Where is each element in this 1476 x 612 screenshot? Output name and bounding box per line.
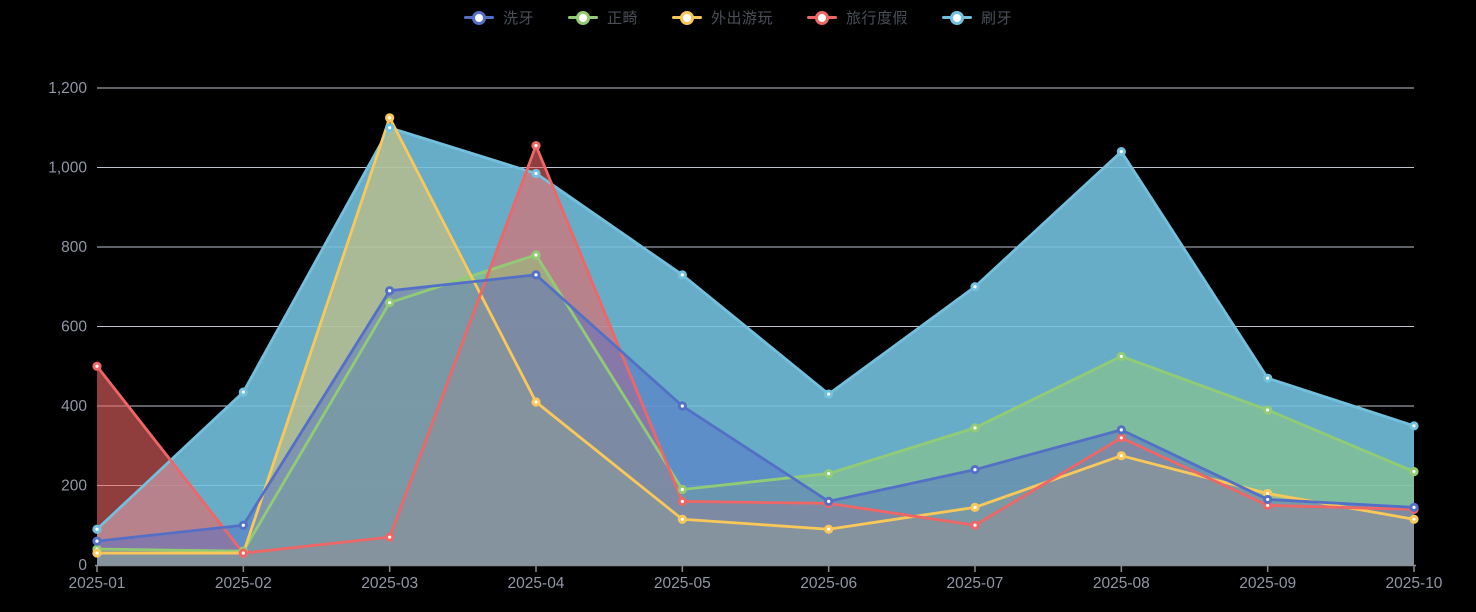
data-point-marker-center: [827, 471, 831, 476]
data-point-marker-center: [1412, 517, 1416, 521]
legend-item-0[interactable]: 洗牙: [463, 7, 534, 28]
legend-item-label: 旅行度假: [846, 10, 909, 27]
legend-item-3[interactable]: 旅行度假: [807, 7, 908, 28]
y-axis-label: 600: [61, 319, 87, 336]
x-axis-label: 2025-05: [654, 575, 711, 592]
x-axis-label: 2025-07: [947, 575, 1004, 592]
data-point-marker-center: [388, 535, 392, 539]
legend-item-1[interactable]: 正畸: [567, 7, 638, 28]
data-point-marker-center: [1119, 150, 1123, 154]
legend-marker-icon: [567, 10, 598, 25]
series-line-2: [97, 116, 1415, 555]
legend-marker-icon: [463, 10, 494, 25]
data-point-marker-center: [827, 392, 831, 396]
x-axis-label: 2025-08: [1093, 575, 1150, 592]
data-point-marker-center: [388, 301, 392, 305]
legend-item-label: 正畸: [606, 10, 638, 27]
data-point-marker-center: [680, 404, 684, 408]
legend-marker-icon: [671, 10, 702, 25]
x-axis-label: 2025-01: [69, 575, 126, 592]
data-point-marker-center: [95, 539, 99, 543]
data-point-marker-center: [1412, 424, 1416, 428]
data-point-marker-center: [534, 171, 538, 176]
legend: 洗牙 正畸 外出游玩 旅行度假 刷牙: [0, 7, 1476, 28]
x-axis-label: 2025-04: [508, 575, 565, 592]
data-point-marker-center: [1119, 436, 1123, 440]
data-point-marker-center: [241, 390, 245, 394]
legend-item-2[interactable]: 外出游玩: [671, 7, 773, 28]
data-point-marker-center: [973, 523, 977, 527]
data-point-marker-center: [1266, 503, 1270, 507]
y-axis-label: 800: [61, 239, 87, 256]
series-area-0: [97, 274, 1414, 565]
series-line-4: [96, 126, 1415, 531]
data-point-marker-center: [827, 499, 831, 503]
legend-marker-icon: [807, 10, 837, 25]
data-point-marker-center: [388, 289, 392, 293]
data-point-marker-center: [534, 144, 538, 148]
y-axis-label: 0: [78, 557, 87, 574]
x-axis-label: 2025-10: [1386, 575, 1443, 592]
y-axis-label: 200: [61, 478, 87, 495]
data-point-marker-center: [973, 426, 977, 430]
data-point-marker-center: [1266, 376, 1270, 380]
y-axis-label: 1,200: [48, 80, 87, 97]
series-line-3: [95, 144, 1415, 555]
data-point-marker-center: [241, 551, 245, 555]
series-line-0: [96, 273, 1415, 543]
data-point-marker-center: [680, 273, 684, 277]
data-point-marker-center: [1119, 454, 1123, 458]
legend-marker-icon: [942, 10, 973, 25]
data-point-marker-center: [241, 523, 245, 527]
data-point-marker-center: [1266, 408, 1270, 412]
data-point-marker-center: [388, 126, 392, 130]
x-axis-label: 2025-02: [215, 575, 272, 592]
data-point-marker-center: [1266, 497, 1270, 502]
legend-item-label: 外出游玩: [710, 10, 773, 27]
x-axis-label: 2025-03: [361, 575, 418, 592]
data-point-marker-center: [1412, 469, 1416, 474]
data-point-marker-center: [973, 505, 977, 509]
data-point-marker-center: [680, 487, 684, 492]
legend-item-4[interactable]: 刷牙: [942, 7, 1012, 28]
data-point-marker-center: [534, 400, 538, 404]
data-point-marker-center: [95, 527, 99, 531]
data-point-marker-center: [1412, 505, 1416, 509]
data-point-marker-center: [827, 527, 831, 531]
data-point-marker-center: [680, 517, 684, 521]
legend-item-label: 刷牙: [981, 10, 1013, 27]
data-point-marker-center: [534, 253, 538, 257]
data-point-marker-center: [973, 468, 977, 472]
data-point-marker-center: [973, 285, 977, 289]
data-point-marker-center: [534, 273, 538, 277]
y-axis-label: 400: [61, 398, 87, 415]
data-point-marker-center: [388, 116, 392, 120]
y-axis-label: 1,000: [48, 160, 87, 177]
data-point-marker-center: [680, 499, 684, 503]
x-axis-label: 2025-09: [1239, 575, 1296, 592]
series-line-1: [96, 253, 1415, 553]
data-point-marker-center: [95, 364, 99, 368]
x-axis-label: 2025-06: [800, 575, 857, 592]
data-point-marker-center: [95, 551, 99, 555]
data-point-marker-center: [1119, 428, 1123, 432]
data-point-marker-center: [1266, 491, 1270, 496]
data-point-marker-center: [1119, 354, 1123, 358]
legend-item-label: 洗牙: [502, 10, 534, 27]
